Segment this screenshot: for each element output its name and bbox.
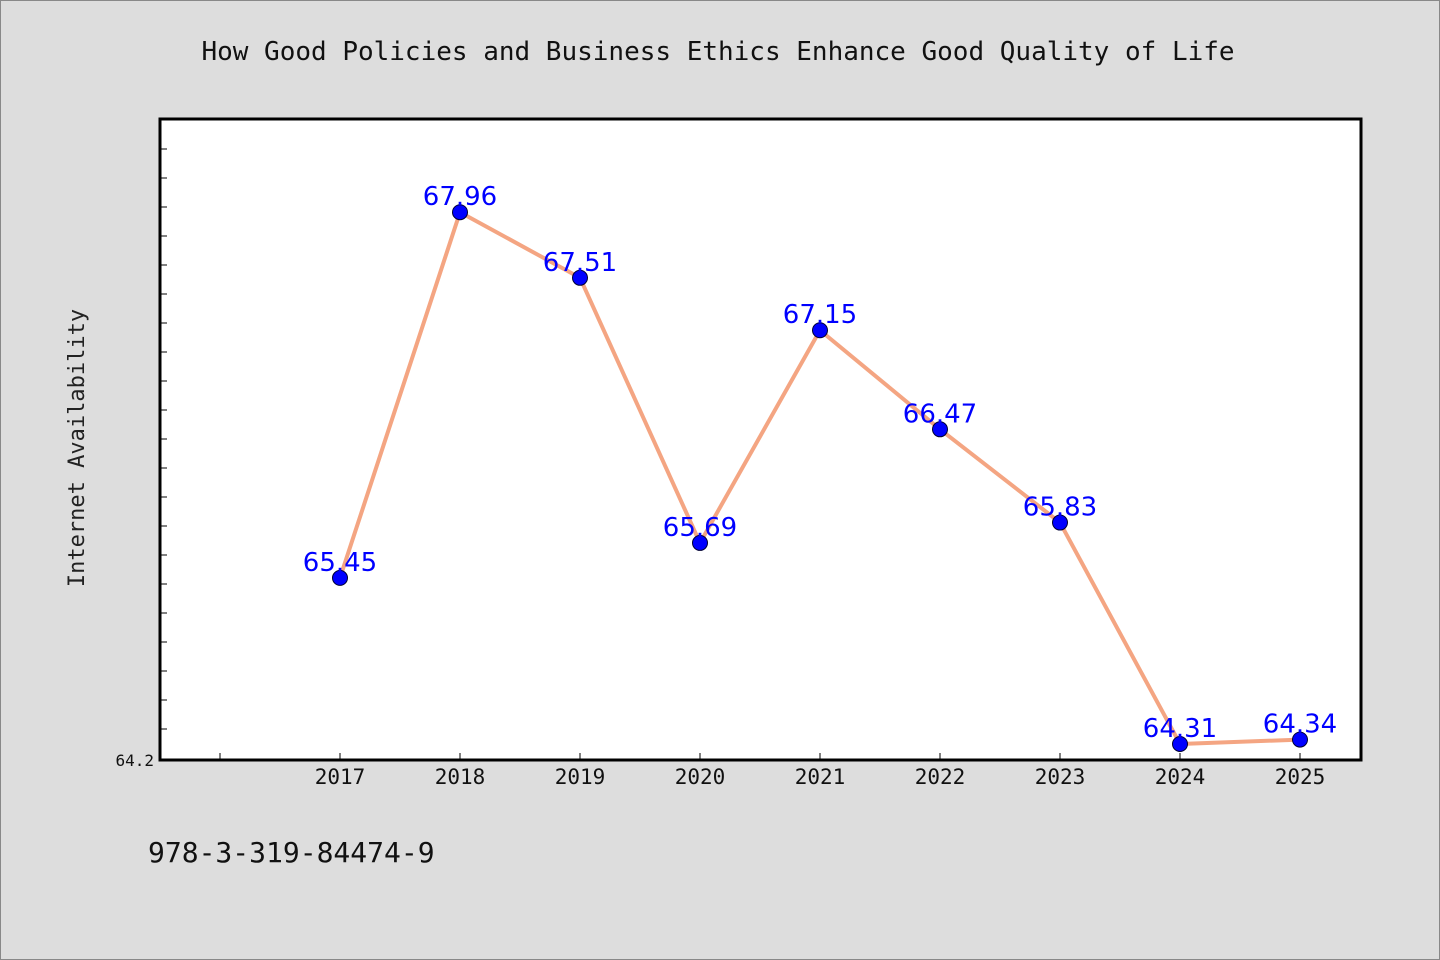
data-label: 65.83 (1023, 493, 1097, 523)
data-point (452, 204, 468, 221)
x-axis-ticks: 2017 2018 2019 2020 2021 2022 2023 2024 2025 (219, 753, 1326, 789)
data-point (692, 534, 708, 551)
data-point (332, 569, 348, 586)
x-tick-label: 2018 (435, 765, 486, 789)
x-tick-label: 2024 (1155, 765, 1206, 789)
data-point (1052, 514, 1068, 531)
data-point (1172, 735, 1188, 752)
x-tick-label: 2021 (795, 765, 846, 789)
plot-area (158, 117, 1363, 762)
data-label: 67.15 (783, 300, 857, 330)
series-layer (332, 204, 1308, 752)
x-tick-label: 2025 (1275, 765, 1326, 789)
data-label: 67.51 (543, 248, 617, 278)
x-tick-label: 2017 (315, 765, 366, 789)
isbn-text: 978-3-319-84474-9 (148, 836, 435, 869)
data-labels: 65.45 67.96 67.51 65.69 67.15 66.47 65.83 64.31… (303, 182, 1337, 744)
data-point (932, 421, 948, 438)
data-label: 64.34 (1263, 710, 1337, 740)
y-tick-label: 64.2 (115, 751, 154, 770)
x-tick-label: 2022 (915, 765, 966, 789)
y-axis-label: Internet Availability (65, 309, 90, 587)
data-label: 66.47 (903, 399, 977, 429)
y-axis-ticks: 64.2 (115, 148, 167, 770)
x-tick-label: 2020 (675, 765, 726, 789)
data-label: 65.69 (663, 513, 737, 543)
data-point (1292, 731, 1308, 748)
x-tick-label: 2019 (555, 765, 606, 789)
data-label: 65.45 (303, 548, 377, 578)
data-point (812, 322, 828, 339)
data-label: 64.31 (1143, 714, 1217, 744)
data-label: 67.96 (423, 182, 497, 212)
data-point (572, 269, 588, 286)
chart-title: How Good Policies and Business Ethics En… (201, 37, 1234, 67)
x-tick-label: 2023 (1035, 765, 1086, 789)
